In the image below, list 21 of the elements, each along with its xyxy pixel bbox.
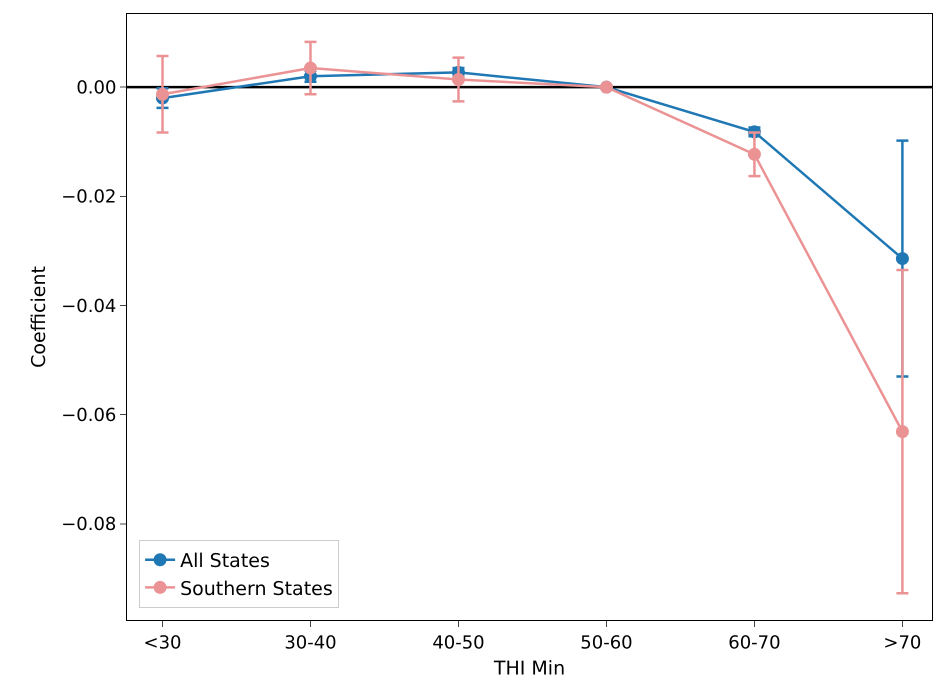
- x-tick-label: 30-40: [284, 632, 337, 654]
- legend-label: Southern States: [180, 578, 333, 600]
- y-tick-label: −0.04: [61, 296, 116, 317]
- x-tick-label: 50-60: [580, 632, 633, 654]
- point: [304, 62, 317, 75]
- y-tick-label: 0.00: [76, 77, 116, 98]
- point: [452, 73, 465, 86]
- x-tick-label: 40-50: [432, 632, 485, 654]
- legend-label: All States: [180, 550, 270, 572]
- x-tick-label: 60-70: [728, 632, 781, 654]
- point: [156, 88, 170, 101]
- y-tick-label: −0.08: [61, 514, 116, 536]
- point: [896, 252, 909, 266]
- x-tick-label: <30: [144, 632, 182, 654]
- point: [896, 425, 909, 438]
- x-tick-label: >70: [883, 632, 922, 654]
- y-tick-label: −0.06: [61, 405, 116, 426]
- x-axis-title: THI Min: [492, 657, 566, 680]
- y-tick-label: −0.02: [61, 186, 116, 208]
- point: [748, 148, 761, 161]
- y-axis-title: Coefficient: [28, 266, 50, 368]
